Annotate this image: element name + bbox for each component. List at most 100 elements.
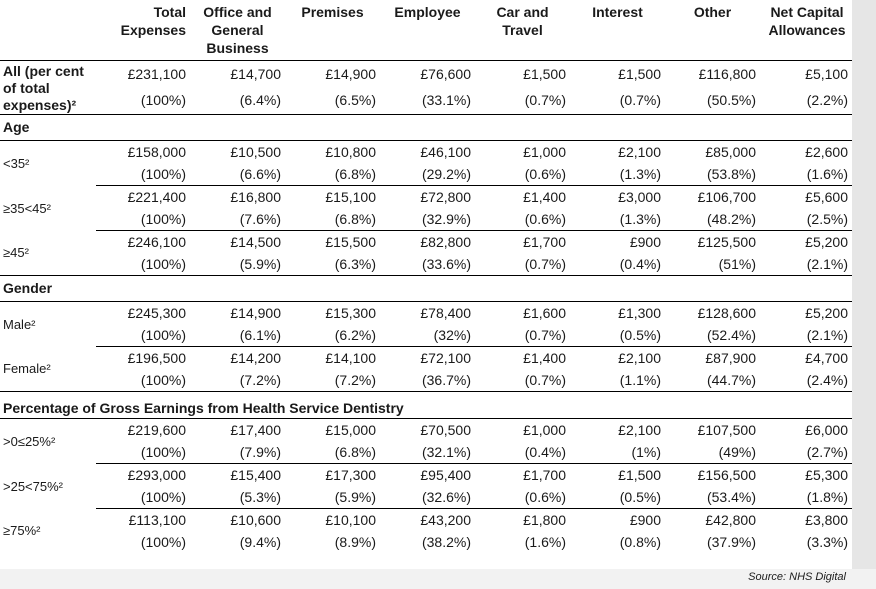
section-header-row: Percentage of Gross Earnings from Health… xyxy=(0,391,852,419)
percent-cell: (0.5%) xyxy=(619,327,661,343)
value-cell: £1,800 xyxy=(475,508,570,531)
percent-cell: (6.2%) xyxy=(334,327,376,343)
percent-cell: (2.7%) xyxy=(806,444,848,460)
percent-cell: (1.8%) xyxy=(806,489,848,505)
percent-cell: (32.6%) xyxy=(421,489,471,505)
value-cell: £72,100 xyxy=(380,346,475,369)
value-cell: £46,100 xyxy=(380,140,475,163)
value-cell: £15,300 xyxy=(285,301,380,324)
value-cell: £156,500 xyxy=(665,463,760,486)
value-cell: £293,000 xyxy=(96,463,190,486)
value-cell: £1,000 xyxy=(475,140,570,163)
percent-cell: (100%) xyxy=(140,444,186,460)
percent-cell: (50.5%) xyxy=(706,92,756,109)
percent-cell: (100%) xyxy=(140,211,186,227)
percent-cell: (100%) xyxy=(140,327,186,343)
percent-cell: (53.4%) xyxy=(706,489,756,505)
value-cell: £113,100 xyxy=(96,508,190,531)
percent-cell: (0.6%) xyxy=(524,489,566,505)
row-label: Female² xyxy=(3,361,51,377)
percent-cell: (6.3%) xyxy=(334,256,376,272)
value-cell: £17,400 xyxy=(190,418,285,441)
percent-cell: (100%) xyxy=(140,166,186,182)
value-cell: £10,100 xyxy=(285,508,380,531)
value-cell: £17,300 xyxy=(285,463,380,486)
value-cell: £6,000 xyxy=(760,418,852,441)
column-header-total-expenses: Total Expenses xyxy=(120,4,186,38)
row-label: All (per cent of total expenses)² xyxy=(0,60,96,115)
section-title: Age xyxy=(0,114,852,141)
column-header-other: Other xyxy=(693,4,732,20)
table-row: ≥75%² £113,100 £10,600 £10,100 £43,200 £1,800… xyxy=(0,508,852,538)
percent-cell: (6.6%) xyxy=(239,166,281,182)
column-header-net-capital-allowances: Net Capital Allowances xyxy=(768,4,846,38)
table-row: >25<75%² £293,000 £15,400 £17,300 £95,400 £1,… xyxy=(0,463,852,494)
value-cell: £14,700 xyxy=(190,60,285,87)
percent-cell: (100%) xyxy=(140,256,186,272)
percent-cell: (7.9%) xyxy=(239,444,281,460)
percent-cell: (7.2%) xyxy=(334,372,376,388)
percent-cell: (2.1%) xyxy=(806,256,848,272)
value-cell: £1,000 xyxy=(475,418,570,441)
row-label: ≥35<45² xyxy=(3,200,51,216)
percent-cell: (32%) xyxy=(433,327,471,343)
percent-cell: (37.9%) xyxy=(706,534,756,550)
table-row-percent: (100%) (7.6%) (6.8%) (32.9%) (0.6%) (1.3%) (48… xyxy=(0,208,852,231)
percent-cell: (2.5%) xyxy=(806,211,848,227)
corner-header xyxy=(0,0,96,61)
percent-cell: (33.6%) xyxy=(421,256,471,272)
value-cell: £15,500 xyxy=(285,230,380,253)
percent-cell: (8.9%) xyxy=(334,534,376,550)
table-row: <35² £158,000 £10,500 £10,800 £46,100 £1,000 £… xyxy=(0,140,852,186)
percent-cell: (6.5%) xyxy=(334,92,376,109)
value-cell: £5,100 xyxy=(760,60,852,87)
section-title: Gender xyxy=(0,275,852,302)
header-row: Total Expenses Office and General Busine… xyxy=(0,0,852,61)
value-cell: £246,100 xyxy=(96,230,190,253)
value-cell: £158,000 xyxy=(96,140,190,163)
row-label: ≥75%² xyxy=(3,523,41,539)
percent-cell: (0.4%) xyxy=(619,256,661,272)
percent-cell: (0.8%) xyxy=(619,534,661,550)
percent-cell: (0.5%) xyxy=(619,489,661,505)
value-cell: £4,700 xyxy=(760,346,852,369)
value-cell: £245,300 xyxy=(96,301,190,324)
percent-cell: (0.6%) xyxy=(524,211,566,227)
percent-cell: (33.1%) xyxy=(421,92,471,109)
percent-cell: (2.4%) xyxy=(806,372,848,388)
value-cell: £14,900 xyxy=(285,60,380,87)
percent-cell: (0.7%) xyxy=(619,92,661,109)
percent-cell: (6.1%) xyxy=(239,327,281,343)
percent-cell: (53.8%) xyxy=(706,166,756,182)
percent-cell: (100%) xyxy=(140,534,186,550)
table-row-percent: (100%) (7.9%) (6.8%) (32.1%) (0.4%) (1%) (49%)… xyxy=(0,441,852,464)
column-header-interest: Interest xyxy=(592,4,643,20)
percent-cell: (38.2%) xyxy=(421,534,471,550)
value-cell: £42,800 xyxy=(665,508,760,531)
percent-cell: (51%) xyxy=(718,256,756,272)
value-cell: £43,200 xyxy=(380,508,475,531)
row-label: ≥45² xyxy=(3,245,29,261)
percent-cell: (5.9%) xyxy=(334,489,376,505)
value-cell: £78,400 xyxy=(380,301,475,324)
table-row-percent: (100%) (5.9%) (6.3%) (33.6%) (0.7%) (0.4%) (51… xyxy=(0,253,852,276)
value-cell: £82,800 xyxy=(380,230,475,253)
percent-cell: (32.1%) xyxy=(421,444,471,460)
value-cell: £2,100 xyxy=(570,418,665,441)
value-cell: £5,600 xyxy=(760,185,852,208)
value-cell: £15,400 xyxy=(190,463,285,486)
percent-cell: (100%) xyxy=(140,372,186,388)
row-label: >0≤25%² xyxy=(0,418,96,464)
percent-cell: (5.3%) xyxy=(239,489,281,505)
value-cell: £196,500 xyxy=(96,346,190,369)
percent-cell: (1.6%) xyxy=(524,534,566,550)
value-cell: £14,900 xyxy=(190,301,285,324)
table-row-percent: (100%) (5.3%) (5.9%) (32.6%) (0.6%) (0.5%) (53… xyxy=(0,486,852,509)
percent-cell: (0.4%) xyxy=(524,444,566,460)
row-label: >25<75%² xyxy=(3,478,63,494)
percent-cell: (6.4%) xyxy=(239,92,281,109)
value-cell: £106,700 xyxy=(665,185,760,208)
percent-cell: (0.7%) xyxy=(524,92,566,109)
table-row-percent: (100%) (6.1%) (6.2%) (32%) (0.7%) (0.5%) (52.4… xyxy=(0,324,852,347)
